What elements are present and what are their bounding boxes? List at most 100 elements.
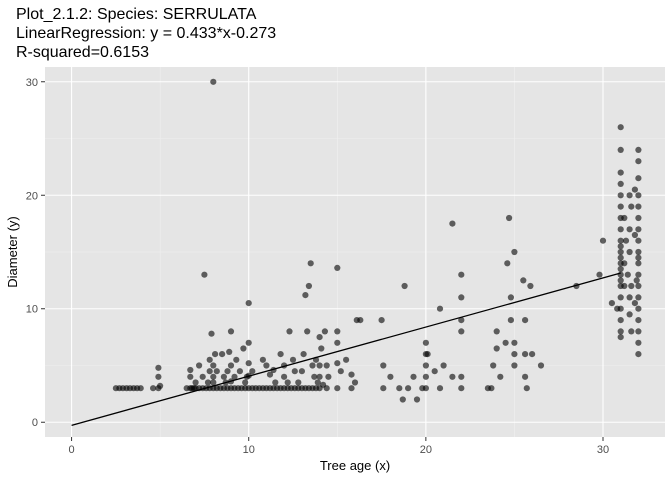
data-point xyxy=(617,305,624,312)
data-point xyxy=(506,214,513,222)
data-point xyxy=(488,385,495,392)
data-point xyxy=(311,373,318,380)
data-point xyxy=(617,226,624,233)
data-point xyxy=(507,294,514,301)
data-point xyxy=(504,260,511,267)
title-line-2: LinearRegression: y = 0.433*x-0.273 xyxy=(16,25,277,42)
data-point xyxy=(511,351,518,358)
data-point xyxy=(626,311,633,318)
data-point xyxy=(305,282,312,290)
data-point xyxy=(316,373,323,380)
data-point xyxy=(192,379,199,386)
data-point xyxy=(635,271,642,278)
data-point xyxy=(617,192,624,199)
data-point xyxy=(424,351,431,358)
data-point xyxy=(458,385,465,392)
x-tick-label: 10 xyxy=(243,444,255,456)
data-point xyxy=(458,317,465,324)
data-point xyxy=(617,146,624,153)
x-axis-label: Tree age (x) xyxy=(320,458,390,473)
data-point xyxy=(380,385,387,392)
data-point xyxy=(511,339,518,346)
data-point xyxy=(226,348,233,355)
data-point xyxy=(196,362,203,369)
data-point xyxy=(635,203,642,210)
data-point xyxy=(599,237,607,244)
data-point xyxy=(626,192,633,199)
data-point xyxy=(635,254,642,261)
data-point xyxy=(413,396,421,403)
data-point xyxy=(155,364,162,371)
data-point xyxy=(348,371,355,378)
data-point xyxy=(440,362,447,369)
x-axis-ticks: 0 10 20 30 xyxy=(69,437,609,456)
data-point xyxy=(621,282,628,290)
data-point xyxy=(298,368,305,375)
y-tick-label: 20 xyxy=(26,190,38,202)
data-point xyxy=(240,345,247,352)
data-point xyxy=(314,379,321,386)
data-point xyxy=(621,260,628,267)
data-point xyxy=(307,260,314,267)
data-point xyxy=(318,345,325,352)
data-point xyxy=(263,362,270,369)
data-point xyxy=(633,277,640,284)
data-point xyxy=(249,368,256,375)
data-point xyxy=(405,385,412,392)
title-line-1: Plot_2.1.2: Species: SERRULATA xyxy=(16,6,257,23)
data-point xyxy=(529,351,536,358)
data-point xyxy=(617,328,624,335)
y-axis-label: Diameter (y) xyxy=(5,216,20,288)
data-point xyxy=(187,366,194,374)
data-point xyxy=(348,385,355,392)
data-point xyxy=(527,282,534,290)
data-point xyxy=(617,203,624,210)
data-point xyxy=(219,351,226,358)
data-point xyxy=(387,373,394,380)
data-point xyxy=(436,385,444,392)
data-point xyxy=(617,243,624,250)
data-point xyxy=(511,248,518,256)
data-point xyxy=(316,362,323,369)
data-point xyxy=(523,385,530,392)
data-point xyxy=(631,300,639,307)
regression-line xyxy=(71,272,621,426)
data-point xyxy=(295,379,302,386)
data-point xyxy=(284,379,291,386)
y-tick-label: 10 xyxy=(26,304,38,316)
data-point xyxy=(635,328,642,335)
data-point xyxy=(522,351,529,358)
x-tick-label: 20 xyxy=(420,444,432,456)
data-point xyxy=(458,328,465,335)
data-point xyxy=(334,339,341,346)
data-point xyxy=(281,373,288,380)
data-point xyxy=(337,368,344,375)
x-tick-label: 30 xyxy=(597,444,609,456)
data-point xyxy=(245,339,252,346)
data-point xyxy=(410,373,417,380)
data-point xyxy=(224,368,231,375)
data-point xyxy=(626,248,633,256)
data-point xyxy=(522,373,529,380)
data-point xyxy=(617,265,624,273)
title-line-3: R-squared=0.6153 xyxy=(16,44,149,61)
data-point xyxy=(502,339,509,346)
data-point xyxy=(378,317,385,324)
data-point xyxy=(210,379,217,386)
data-point xyxy=(213,368,220,375)
data-point xyxy=(316,334,323,341)
data-point xyxy=(206,368,213,375)
data-point xyxy=(304,328,311,335)
data-point xyxy=(343,356,350,363)
data-point xyxy=(617,237,624,244)
data-point xyxy=(422,373,429,380)
data-point xyxy=(617,277,624,284)
data-point xyxy=(399,396,406,403)
data-point xyxy=(635,158,642,165)
data-point xyxy=(206,356,213,363)
data-point xyxy=(628,282,635,290)
data-point xyxy=(157,382,164,389)
data-point xyxy=(259,356,266,363)
data-point xyxy=(325,373,332,380)
data-point xyxy=(334,360,341,367)
